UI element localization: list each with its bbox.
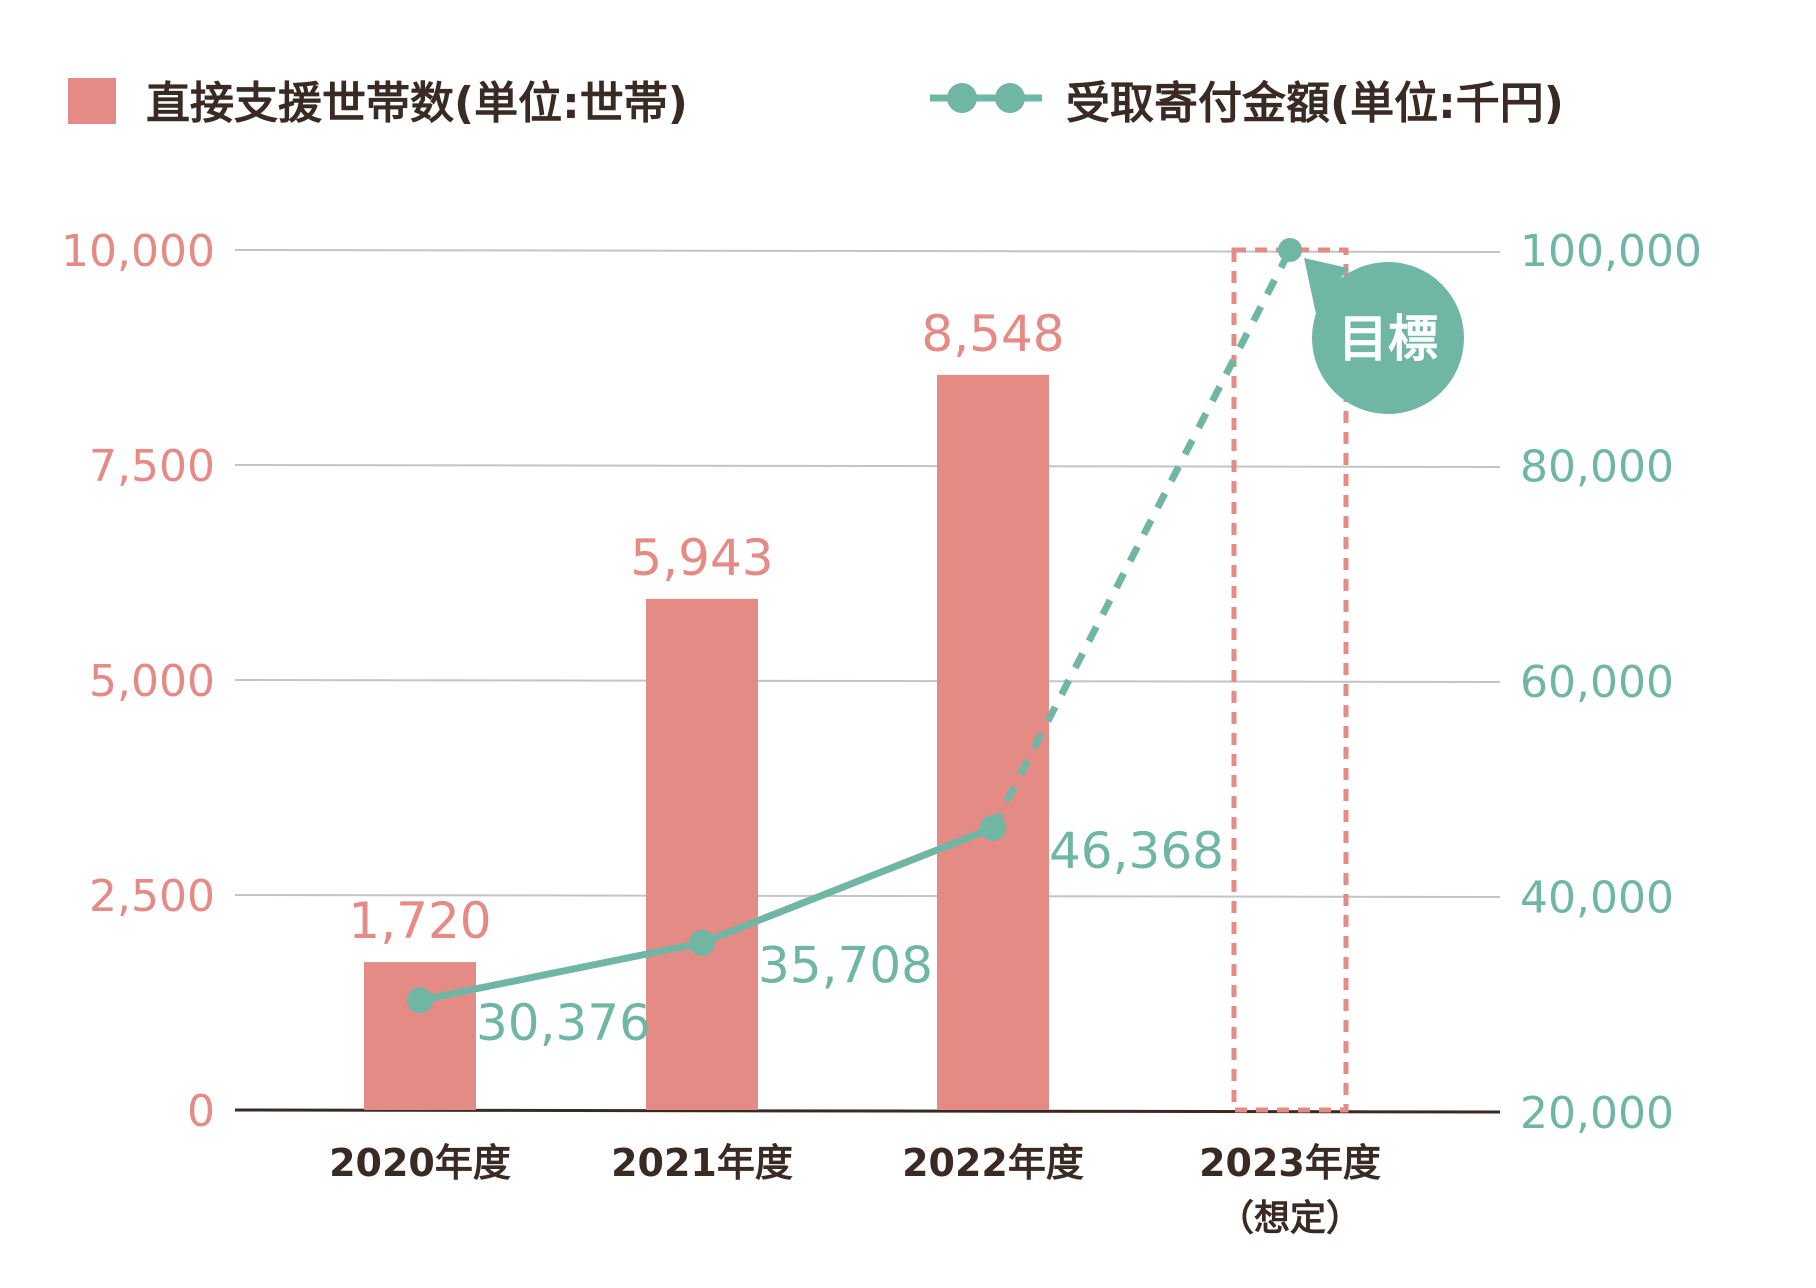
left-tick-label: 2,500 xyxy=(89,871,215,922)
line-value-label: 46,368 xyxy=(1049,822,1224,880)
annotation-pointer xyxy=(1304,258,1348,314)
line-point xyxy=(689,929,715,956)
line-value-label: 35,708 xyxy=(758,937,933,995)
left-tick-label: 7,500 xyxy=(89,441,215,492)
bar-series xyxy=(364,374,1049,1110)
right-tick-label: 40,000 xyxy=(1520,873,1674,924)
grid-line xyxy=(234,464,1501,468)
line-series xyxy=(407,238,1302,1014)
left-tick-label: 5,000 xyxy=(89,656,215,707)
right-tick-label: 80,000 xyxy=(1520,442,1674,493)
line-point xyxy=(1278,238,1302,262)
grid-line xyxy=(234,894,1501,898)
bar-data-labels: 1,720 5,943 8,548 xyxy=(348,305,1064,950)
legend: 直接支援世帯数(単位:世帯) 受取寄付金額(単位:千円) xyxy=(68,78,1564,129)
category-label: 2020年度 xyxy=(329,1141,511,1185)
bar-value-label: 1,720 xyxy=(348,892,491,950)
line-point xyxy=(407,987,433,1014)
bar xyxy=(364,962,476,1110)
annotation-text: 目標 xyxy=(1338,310,1438,368)
legend-line-swatch xyxy=(930,83,1042,113)
bar xyxy=(937,374,1049,1110)
line-value-label: 30,376 xyxy=(476,994,651,1052)
line-projection xyxy=(989,248,1294,830)
x-axis-line xyxy=(234,1108,1501,1114)
category-sublabel: （想定） xyxy=(1218,1198,1362,1239)
category-label: 2023年度 xyxy=(1199,1141,1381,1185)
category-labels: 2020年度 2021年度 2022年度 2023年度 （想定） xyxy=(329,1141,1381,1239)
line-data-labels: 30,376 35,708 46,368 xyxy=(476,822,1224,1052)
legend-bar-label: 直接支援世帯数(単位:世帯) xyxy=(146,78,688,129)
target-dashed-box xyxy=(1231,247,1349,1113)
line-point xyxy=(980,814,1006,841)
annotation-bubble xyxy=(1312,262,1464,414)
right-tick-label: 20,000 xyxy=(1520,1088,1674,1139)
legend-line-label: 受取寄付金額(単位:千円) xyxy=(1066,78,1564,129)
grid-line xyxy=(234,679,1501,683)
right-tick-label: 60,000 xyxy=(1520,657,1674,708)
target-annotation: 目標 xyxy=(1304,258,1464,414)
bar-value-label: 5,943 xyxy=(630,529,773,587)
category-label: 2021年度 xyxy=(611,1141,793,1185)
legend-bar-swatch xyxy=(68,78,116,124)
grid xyxy=(234,249,1501,1114)
bar xyxy=(646,598,758,1110)
category-label: 2022年度 xyxy=(902,1141,1084,1185)
target-box xyxy=(1231,247,1349,1113)
bar-value-label: 8,548 xyxy=(921,305,1064,363)
left-tick-label: 0 xyxy=(187,1086,215,1137)
right-tick-label: 100,000 xyxy=(1520,226,1702,277)
right-axis: 20,000 40,000 60,000 80,000 100,000 xyxy=(1520,226,1702,1139)
left-tick-label: 10,000 xyxy=(61,226,215,277)
grid-line xyxy=(234,249,1501,253)
left-axis: 0 2,500 5,000 7,500 10,000 xyxy=(61,226,215,1137)
